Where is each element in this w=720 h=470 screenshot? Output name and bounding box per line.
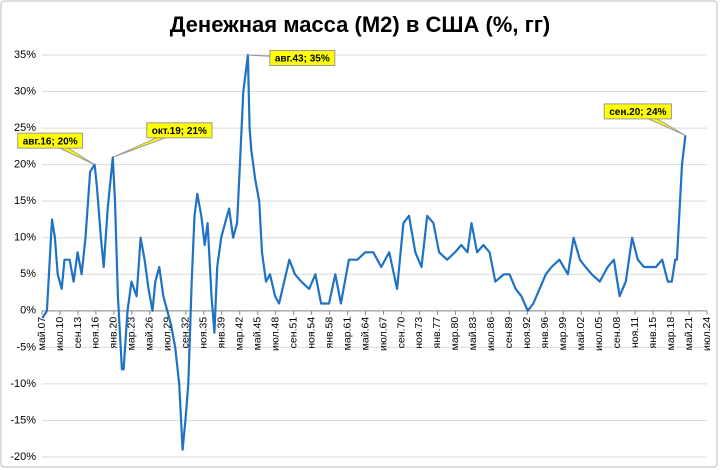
x-tick-label: июл.10 (54, 317, 66, 351)
x-tick-label: сен.08 (611, 317, 623, 349)
annotation-box (603, 103, 672, 120)
annotation-box (146, 122, 213, 139)
x-tick-label: янв.39 (216, 317, 228, 349)
x-tick-label: мар.18 (665, 317, 677, 351)
annotation: сен.20; 24% (603, 103, 686, 136)
y-tick-label: 0% (20, 305, 36, 317)
x-tick-label: ноя.73 (413, 317, 425, 349)
x-tick-label: июл.86 (485, 317, 497, 351)
annotation-label: окт.19; 21% (152, 126, 207, 137)
x-tick-label: сен.13 (72, 317, 84, 349)
annotation: авг.43; 35% (247, 50, 336, 66)
x-tick-label: сен.51 (287, 317, 299, 349)
y-tick-label: -10% (10, 378, 36, 390)
chart-title: Денежная масса (M2) в США (%, гг) (170, 12, 551, 37)
x-tick-label: май.26 (144, 317, 156, 351)
y-tick-label: -5% (16, 341, 36, 353)
x-tick-label: янв.20 (108, 317, 120, 349)
x-tick-label: ноя.35 (198, 317, 210, 349)
x-tick-label: июл.05 (593, 317, 605, 351)
y-tick-label: 20% (14, 159, 36, 171)
x-tick-label: сен.70 (395, 317, 407, 349)
y-tick-label: -15% (10, 414, 36, 426)
y-tick-label: 30% (14, 85, 36, 97)
x-tick-label: мар.61 (341, 317, 353, 351)
x-tick-label: янв.15 (647, 317, 659, 349)
y-tick-label: -20% (10, 451, 36, 463)
annotation: окт.19; 21% (112, 122, 213, 158)
annotation-box (17, 132, 84, 149)
x-tick-label: сен.32 (180, 317, 192, 349)
x-tick-label: янв.96 (539, 317, 551, 349)
series-line (41, 53, 687, 451)
y-tick-label: 35% (14, 49, 36, 61)
y-tick-label: 10% (14, 232, 36, 244)
x-tick-label: мар.23 (126, 317, 138, 351)
x-tick-label: июл.48 (269, 317, 281, 351)
annotation-label: авг.43; 35% (275, 54, 330, 65)
x-tick-label: ноя.92 (521, 317, 533, 349)
annotation: авг.16; 20% (17, 132, 95, 166)
x-tick-label: мар.42 (234, 317, 246, 351)
annotation-box (269, 50, 336, 66)
x-tick-label: май.21 (683, 317, 695, 351)
annotation-label: сен.20; 24% (609, 107, 666, 118)
x-tick-label: май.45 (251, 317, 263, 351)
y-tick-label: 25% (14, 122, 36, 134)
x-tick-label: июл.24 (701, 317, 713, 351)
x-tick-label: июл.67 (377, 317, 389, 351)
x-tick-label: мар.99 (557, 317, 569, 351)
x-tick-label: мар.80 (449, 317, 461, 351)
y-tick-label: 5% (20, 268, 36, 280)
x-tick-label: май.83 (467, 317, 479, 351)
x-tick-label: май.02 (575, 317, 587, 351)
x-tick-label: сен.89 (503, 317, 515, 349)
x-tick-label: май.07 (36, 317, 48, 351)
x-tick-label: ноя.16 (90, 317, 102, 349)
annotation-label: авг.16; 20% (23, 136, 78, 147)
x-tick-label: ноя.54 (305, 317, 317, 349)
x-tick-label: май.64 (359, 317, 371, 351)
x-tick-label: янв.77 (431, 317, 443, 349)
x-tick-label: янв.58 (323, 317, 335, 349)
y-tick-label: 15% (14, 195, 36, 207)
x-tick-label: ноя.11 (629, 317, 641, 348)
